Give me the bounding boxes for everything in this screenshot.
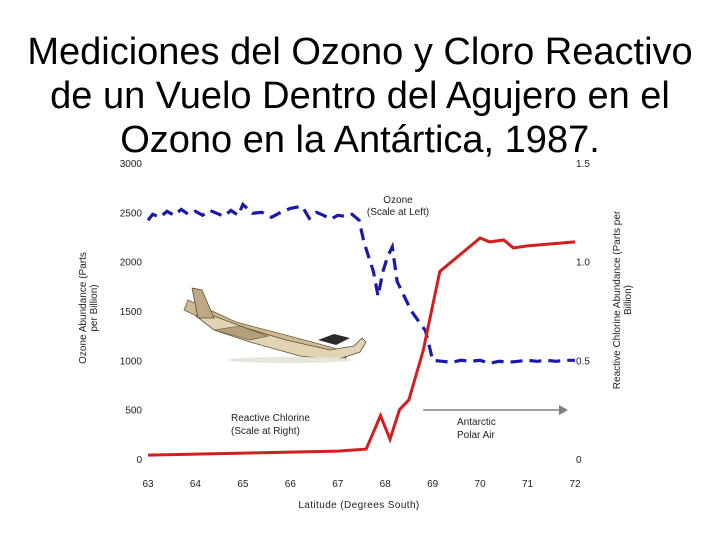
- left-axis-ticks: 0 500 1000 1500 2000 2500 3000: [120, 159, 143, 466]
- left-tick-label-2: 1000: [120, 356, 143, 367]
- x-tick-label-4: 67: [332, 479, 344, 490]
- chlorine-series-label: Reactive Chlorine (Scale at Right): [231, 413, 310, 437]
- x-axis-title: Latitude (Degrees South): [298, 500, 419, 511]
- x-tick-label-7: 70: [475, 479, 487, 490]
- airplane-image: [183, 287, 367, 363]
- left-tick-label-1: 500: [125, 406, 142, 417]
- x-tick-label-3: 66: [285, 479, 297, 490]
- left-tick-label-5: 2500: [120, 208, 143, 219]
- right-axis-title: Reactive Chlorine Abundance (Parts perBi…: [612, 210, 634, 389]
- x-tick-label-8: 71: [522, 479, 534, 490]
- x-axis-ticks: 63 64 65 66 67 68 69 70 71 72: [142, 479, 581, 490]
- right-axis-ticks: 0 0.5 1.0 1.5: [576, 159, 590, 466]
- right-tick-label-1: 0.5: [576, 356, 590, 367]
- airplane-pod: [213, 325, 270, 341]
- x-tick-label-2: 65: [237, 479, 249, 490]
- ozone-series-label: Ozone (Scale at Left): [367, 195, 429, 218]
- airplane-tail-fin: [191, 287, 215, 319]
- chlorine-series-line: [147, 236, 576, 457]
- right-tick-label-0: 0: [576, 455, 582, 466]
- x-tick-label-9: 72: [569, 479, 581, 490]
- left-tick-label-0: 0: [136, 455, 142, 466]
- x-tick-label-6: 69: [427, 479, 439, 490]
- right-tick-label-3: 1.5: [576, 159, 590, 170]
- airplane-cockpit: [318, 334, 350, 345]
- airplane-shadow: [228, 357, 352, 363]
- x-tick-label-1: 64: [190, 479, 202, 490]
- right-tick-label-2: 1.0: [576, 258, 590, 269]
- left-tick-label-6: 3000: [120, 159, 143, 170]
- antarctic-polar-air-label: Antarctic Polar Air: [457, 417, 496, 441]
- slide-title: Mediciones del Ozono y Cloro Reactivo de…: [27, 31, 693, 161]
- left-axis-title: Ozone Abundance (Partsper Billion): [78, 252, 100, 364]
- x-tick-label-5: 68: [380, 479, 392, 490]
- left-tick-label-3: 1500: [120, 307, 143, 318]
- antarctic-arrowhead: [559, 405, 568, 415]
- left-tick-label-4: 2000: [120, 258, 143, 269]
- x-tick-label-0: 63: [142, 479, 154, 490]
- ozone-series-line: [146, 201, 575, 365]
